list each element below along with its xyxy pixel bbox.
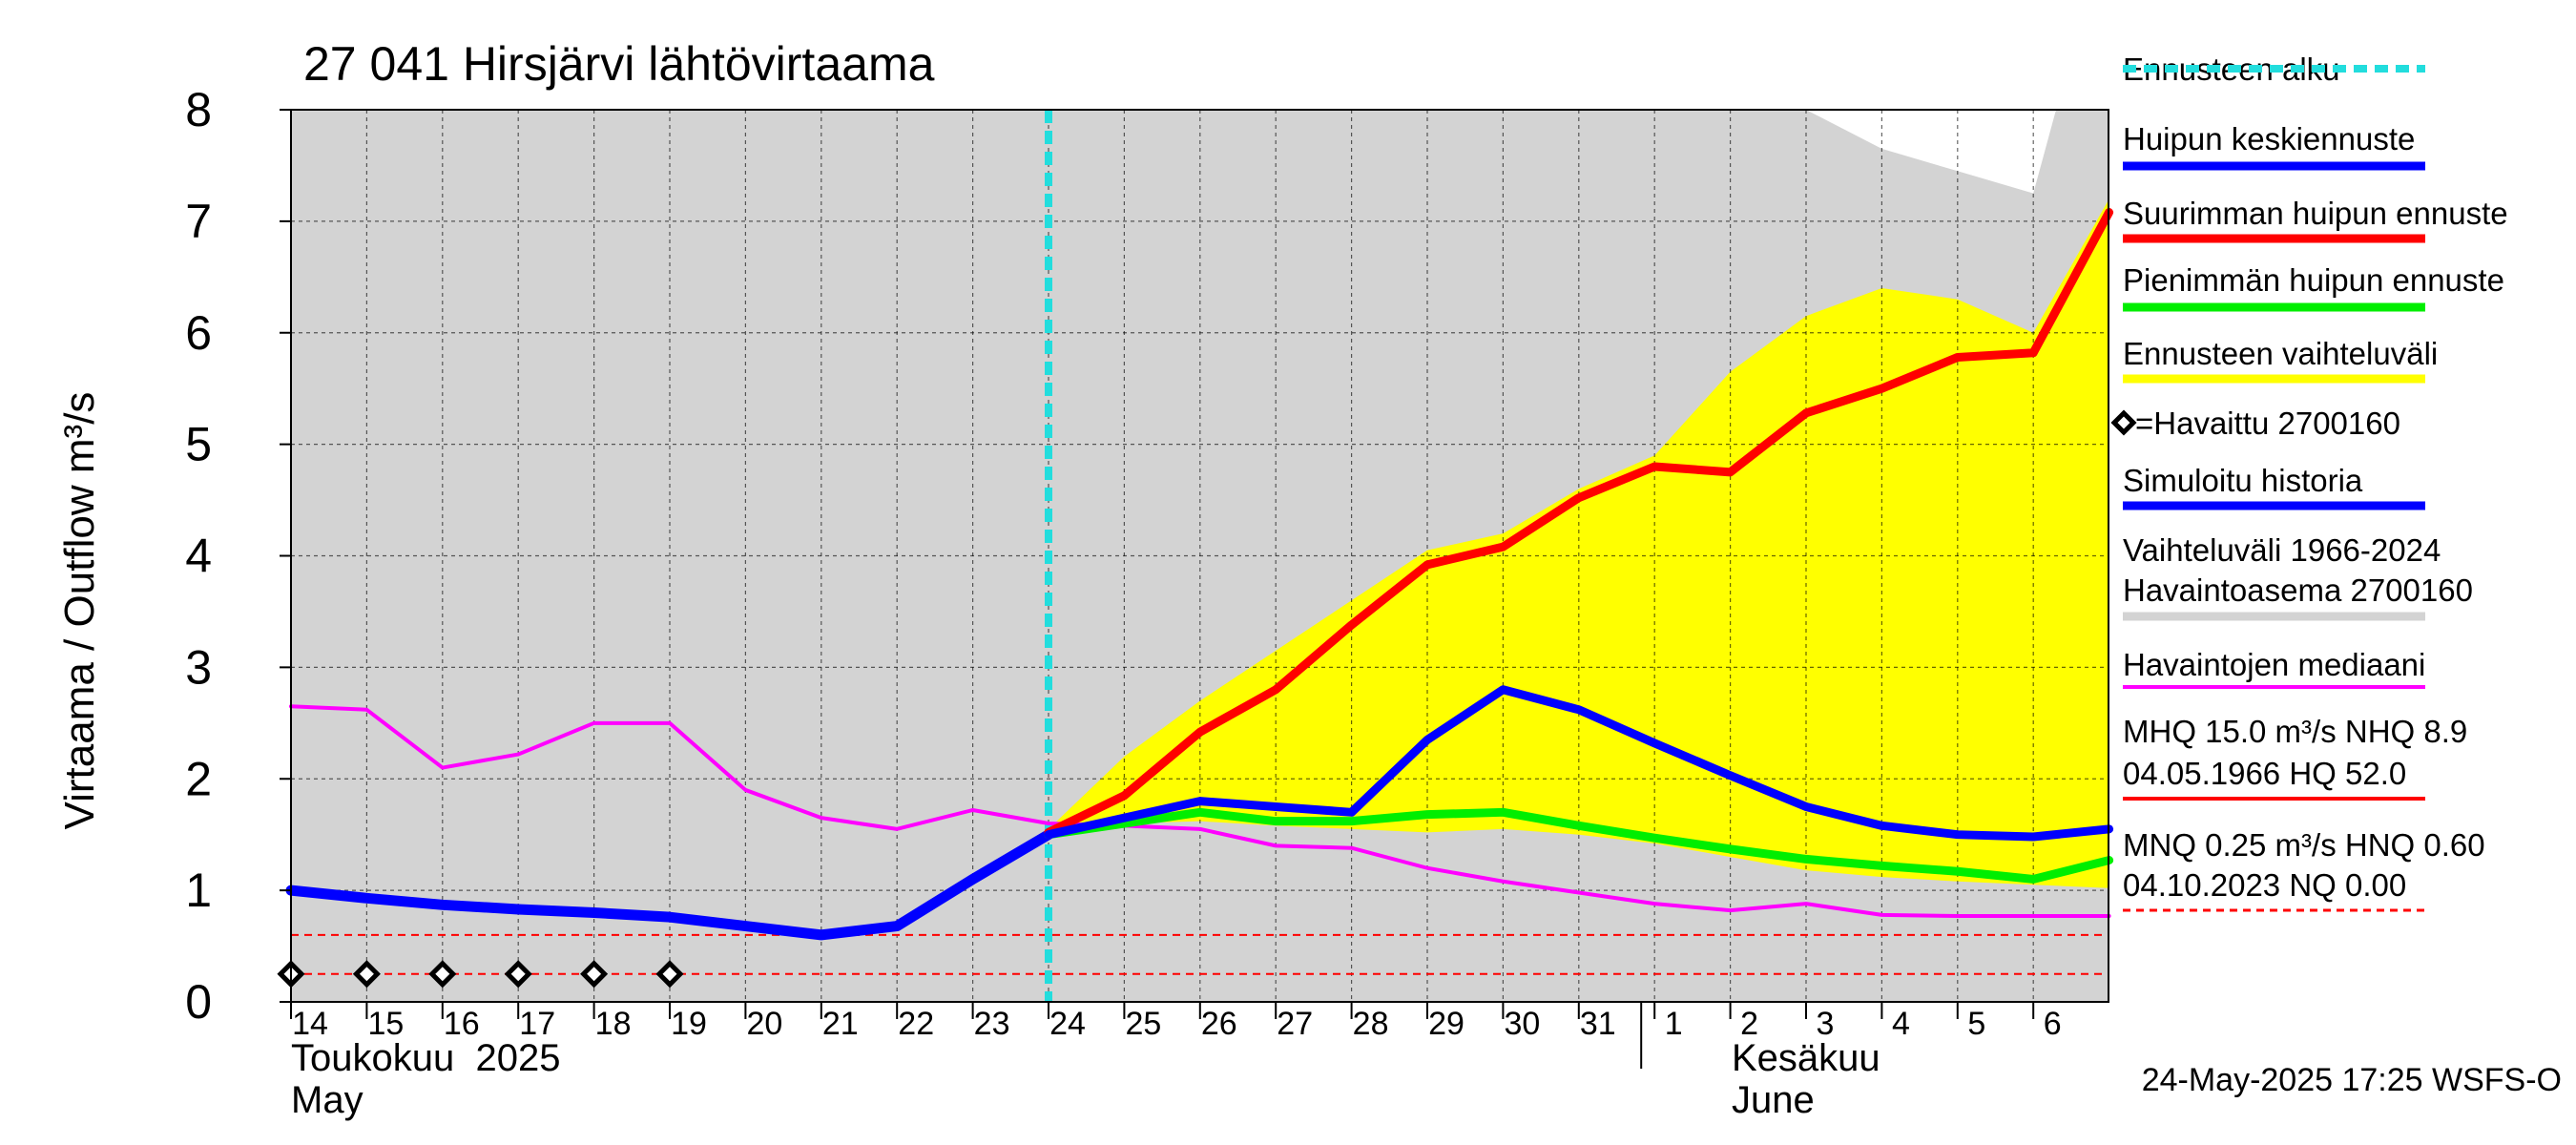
- series-lines: [285, 208, 2114, 941]
- observed-point-marker: [352, 960, 381, 989]
- x-tick-label: 29: [1428, 1006, 1465, 1042]
- x-tick-label: 21: [822, 1006, 859, 1042]
- legend-item-3-label: Suurimman huipun ennuste: [2123, 196, 2508, 231]
- month-label-may-fi: Toukokuu 2025: [291, 1037, 560, 1079]
- legend-item-7-label: Simuloitu historia: [2123, 463, 2363, 498]
- y-tick-label: 6: [185, 306, 212, 360]
- y-tick-label: 3: [185, 640, 212, 694]
- legend-item-11-label-2: 04.10.2023 NQ 0.00: [2123, 867, 2406, 903]
- chart-title: 27 041 Hirsjärvi lähtövirtaama: [303, 37, 935, 91]
- legend-item-6-marker: [2110, 409, 2137, 436]
- month-label-june-en: June: [1732, 1079, 1815, 1121]
- legend-item-11-label: MNQ 0.25 m³/s HNQ 0.60: [2123, 827, 2485, 863]
- x-tick-label: 20: [746, 1006, 782, 1042]
- legend-item-4-label: Pienimmän huipun ennuste: [2123, 262, 2504, 298]
- x-tick-label: 17: [519, 1006, 555, 1042]
- legend-item-6-label: =Havaittu 2700160: [2135, 406, 2400, 441]
- x-tick-label: 24: [1049, 1006, 1086, 1042]
- mean-peak-forecast-line: [1044, 685, 2114, 842]
- observed-point-marker: [655, 960, 684, 989]
- legend-item-10-label: MHQ 15.0 m³/s NHQ 8.9: [2123, 714, 2467, 749]
- x-tick-label: 19: [671, 1006, 707, 1042]
- legend-item-8-label-2: Havaintoasema 2700160: [2123, 572, 2473, 608]
- footer-timestamp: 24-May-2025 17:25 WSFS-O: [2142, 1062, 2562, 1098]
- x-tick-label: 16: [444, 1006, 480, 1042]
- x-tick-label: 3: [1817, 1006, 1835, 1042]
- x-tick-label: 2: [1740, 1006, 1758, 1042]
- plot-area: [277, 109, 2114, 1003]
- simulated-history-line: [285, 829, 1054, 941]
- forecast-range-band: [1049, 198, 2109, 888]
- y-tick-label: 7: [185, 195, 212, 248]
- y-tick-label: 5: [185, 418, 212, 471]
- y-axis-label: Virtaama / Outflow m³/s: [56, 392, 103, 830]
- month-label-may-en: May: [291, 1079, 364, 1121]
- x-tick-label: 1: [1665, 1006, 1683, 1042]
- grid: [291, 110, 2109, 1002]
- y-tick-label: 2: [185, 752, 212, 805]
- x-tick-label: 22: [898, 1006, 934, 1042]
- observed-point-marker: [504, 960, 532, 989]
- month-label-june-fi: Kesäkuu: [1732, 1037, 1880, 1079]
- y-tick-label: 4: [185, 530, 212, 583]
- x-tick-label: 25: [1125, 1006, 1161, 1042]
- x-tick-label: 28: [1353, 1006, 1389, 1042]
- x-tick-label: 15: [367, 1006, 404, 1042]
- x-tick-label: 23: [974, 1006, 1010, 1042]
- x-tick-label: 6: [2044, 1006, 2062, 1042]
- legend-item-8-label: Vaihteluväli 1966-2024: [2123, 532, 2441, 568]
- legend-item-2-label: Huipun keskiennuste: [2123, 121, 2415, 156]
- x-tick-label: 14: [292, 1006, 328, 1042]
- month-labels: Toukokuu 2025 May Kesäkuu June: [291, 1037, 1880, 1121]
- legend-item-5-label: Ennusteen vaihteluväli: [2123, 336, 2438, 371]
- x-tick-label: 30: [1504, 1006, 1540, 1042]
- max-peak-forecast-line: [1044, 208, 2114, 837]
- x-tick-label: 26: [1201, 1006, 1237, 1042]
- legend-item-9-label: Havaintojen mediaani: [2123, 647, 2425, 682]
- y-tick-label: 1: [185, 864, 212, 917]
- y-tick-label: 0: [185, 975, 212, 1029]
- y-tick-label: 8: [185, 83, 212, 136]
- x-axis: 14 15 16 17 18 19 20 21 22 23 24 25 26 27 28 29 30 31 1 2 3 4…: [290, 1002, 2062, 1069]
- x-tick-label: 27: [1277, 1006, 1313, 1042]
- observed-point-marker: [580, 960, 609, 989]
- reference-lines: [291, 933, 2109, 975]
- min-peak-forecast-line: [1044, 807, 2114, 884]
- x-tick-label: 31: [1580, 1006, 1616, 1042]
- observed-point-marker: [428, 960, 457, 989]
- y-axis: 0 1 2 3 4 5 6 7 8: [185, 83, 291, 1029]
- x-tick-label: 18: [595, 1006, 632, 1042]
- median-line: [289, 704, 2111, 919]
- legend-item-10-label-2: 04.05.1966 HQ 52.0: [2123, 756, 2406, 791]
- x-tick-label: 5: [1967, 1006, 1985, 1042]
- x-tick-label: 4: [1892, 1006, 1910, 1042]
